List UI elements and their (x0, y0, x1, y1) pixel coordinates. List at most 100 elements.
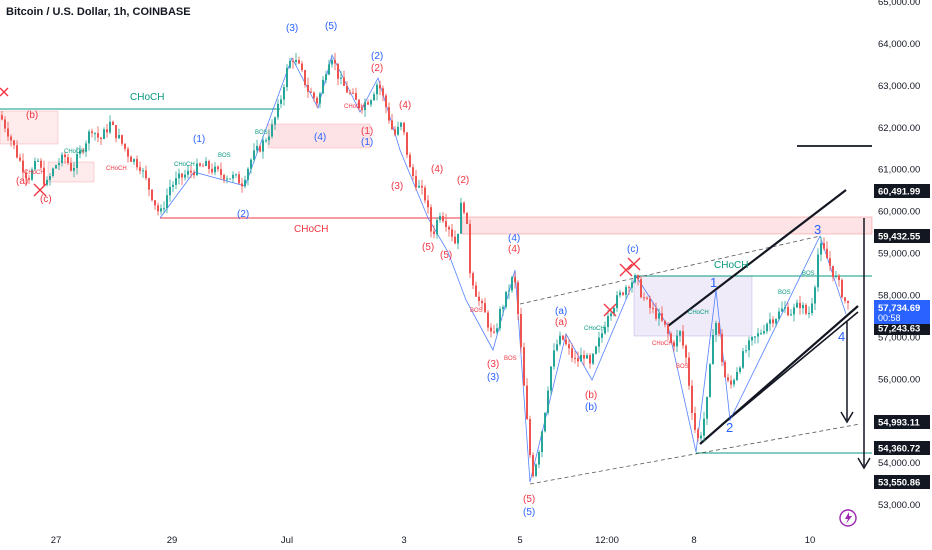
candle-body (826, 248, 828, 259)
price-badge-label: 53,550.86 (878, 478, 920, 489)
candle-body (208, 161, 210, 169)
label-wave-3-red-a: (3) (391, 181, 403, 192)
countdown-label: 00:58 (878, 313, 901, 323)
x-tick-label: 5 (517, 535, 522, 546)
label-wave-5-blue-top: (5) (325, 21, 337, 32)
x-mark-left-bottom (33, 183, 47, 197)
current-price-label: 57,734.69 (878, 303, 920, 314)
tradingview-bolt-icon[interactable] (839, 509, 857, 527)
candle-body (58, 163, 60, 166)
candle-body (412, 167, 414, 176)
label-wave-c-blue: (c) (627, 244, 639, 255)
candle-body (568, 344, 570, 349)
x-tick-label: 29 (167, 535, 178, 546)
label-wave-5-red-bottom: (5) (523, 494, 535, 505)
candle-body (799, 302, 801, 309)
price-badge-label: 54,360.72 (878, 444, 920, 455)
candle-body (10, 136, 12, 141)
candle-body (283, 87, 285, 100)
candle-body (190, 170, 192, 173)
candle-body (583, 355, 585, 359)
candle-body (4, 119, 6, 129)
candle-body (469, 223, 471, 274)
candle-body (829, 258, 831, 266)
candle-body (31, 169, 33, 180)
price-badge-bg (874, 415, 930, 429)
candle-body (34, 161, 36, 170)
label-choch-mid: CHoCH (294, 224, 328, 235)
candle-body (505, 291, 507, 308)
candle-body (43, 167, 45, 185)
candle-body (592, 353, 594, 364)
candle-body (490, 327, 492, 332)
candle-body (655, 308, 657, 319)
candle-body (1, 115, 3, 120)
candle-body (289, 60, 291, 68)
candle-body (493, 331, 495, 333)
time-axis[interactable]: 27 29 Jul 3 5 12:00 8 10 (51, 535, 816, 546)
candle-body (784, 307, 786, 309)
candle-body (106, 129, 108, 133)
candle-body (547, 390, 549, 413)
candle-body (406, 132, 408, 155)
candle-body (508, 290, 510, 292)
candle-body (685, 345, 687, 358)
price-badge-label: 54,993.11 (878, 418, 920, 429)
candle-body (133, 159, 135, 162)
candle-body (265, 140, 267, 142)
candle-body (538, 452, 540, 465)
candle-body (817, 254, 819, 288)
label-choch-left: CHoCH (130, 92, 164, 103)
candle-body (250, 159, 252, 169)
candle-body (175, 178, 177, 185)
candle-body (613, 307, 615, 314)
candle-body (805, 304, 807, 314)
target-arrow-1-head (840, 411, 854, 424)
candle-body (379, 84, 381, 89)
candle-body (220, 169, 222, 176)
label-bos-2: BOS (255, 130, 268, 136)
x-tick-label: 27 (51, 535, 62, 546)
candle-body (316, 97, 318, 104)
channel-lower-inner (727, 311, 859, 421)
candle-body (112, 121, 114, 125)
candle-body (682, 331, 684, 346)
candle-body (52, 168, 54, 176)
candle-body (19, 157, 21, 161)
x-tick-label: 12:00 (595, 535, 619, 546)
candle-body (700, 435, 702, 439)
candle-body (736, 371, 738, 381)
candle-body (301, 63, 303, 71)
candle-body (226, 178, 228, 180)
candle-body (553, 350, 555, 367)
candle-body (247, 168, 249, 180)
x-mark-mid-2 (619, 263, 633, 277)
candle-body (424, 187, 426, 201)
candle-body (793, 307, 795, 315)
candle-body (88, 131, 90, 144)
candle-body (91, 131, 93, 134)
candle-body (601, 333, 603, 338)
candle-body (481, 301, 483, 304)
candle-body (214, 166, 216, 173)
label-wave-b-blue: (b) (585, 402, 597, 413)
candle-body (703, 418, 705, 436)
candle-body (109, 121, 111, 133)
candle-body (154, 200, 156, 206)
candle-body (517, 282, 519, 315)
candle-body (847, 300, 849, 304)
candle-body (136, 159, 138, 168)
candle-body (187, 170, 189, 175)
candle-body (484, 303, 486, 313)
candle-body (697, 429, 699, 439)
candle-body (676, 335, 678, 347)
candle-body (235, 174, 237, 176)
candle-body (397, 126, 399, 135)
candle-body (541, 431, 543, 453)
candle-body (79, 150, 81, 155)
candle-body (427, 200, 429, 208)
label-wave-num-4: 4 (838, 329, 845, 344)
price-axis[interactable]: 53,000.0054,000.0055,000.0056,000.0057,0… (878, 0, 920, 511)
invalidation-marks (0, 87, 641, 317)
